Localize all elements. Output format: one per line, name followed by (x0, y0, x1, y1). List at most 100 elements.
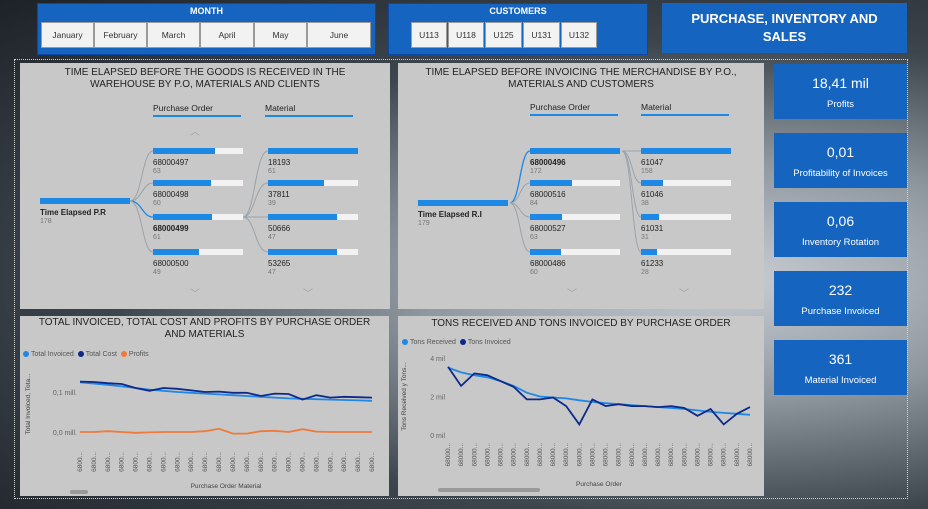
legend-total-invoiced[interactable]: Total Invoiced (31, 351, 74, 358)
tree1-po-label: 68000499 (153, 224, 189, 233)
tree2-material-label: 61047 (641, 158, 664, 167)
tree2-material-bar (641, 249, 731, 255)
tree2-column-material[interactable]: Material (641, 102, 729, 116)
tree1-material-node[interactable]: 50666 47 (268, 214, 358, 242)
x-tick-label: 68000... (524, 443, 531, 467)
month-april-button[interactable]: April (200, 22, 254, 48)
kpi-label: Purchase Invoiced (801, 306, 880, 317)
tree2-po-fill (530, 214, 563, 220)
legend-total-cost[interactable]: Total Cost (85, 351, 117, 358)
month-march-button[interactable]: March (147, 22, 200, 48)
chart1-legend: Total Invoiced Total Cost Profits (23, 351, 149, 358)
series-line-total-cost (79, 380, 373, 401)
x-tick-label: 68000... (511, 443, 518, 467)
tree2-material-node[interactable]: 61233 28 (641, 249, 731, 277)
x-tick-label: 68000... (484, 443, 491, 467)
x-tick-label: 6800... (202, 452, 209, 472)
tree2-po-fill (530, 180, 573, 186)
tree2-title-line2: MATERIALS AND CUSTOMERS (508, 79, 654, 90)
tree2-connectors (509, 150, 642, 253)
customer-u125-button[interactable]: U125 (485, 22, 522, 48)
tree1-po-bar (153, 180, 243, 186)
scroll-down-icon[interactable]: ﹀ (679, 289, 689, 300)
tree1-po-value: 61 (153, 234, 161, 241)
tree2-po-label: 68000516 (530, 190, 566, 199)
month-january-button[interactable]: January (41, 22, 94, 48)
tree2-material-node[interactable]: 61047 158 (641, 148, 731, 176)
chart1-title: TOTAL INVOICED, TOTAL COST AND PROFITS B… (20, 317, 389, 341)
y-tick-label: 0 mil (430, 433, 445, 440)
tree2-po-node[interactable]: 68000516 84 (530, 180, 620, 208)
customer-u131-button[interactable]: U131 (523, 22, 560, 48)
x-tick-label: 68000... (708, 443, 715, 467)
legend-tons-invoiced[interactable]: Tons Invoiced (467, 339, 511, 346)
tree2-po-value: 60 (530, 269, 538, 276)
tree1-po-fill (153, 180, 211, 186)
scroll-up-icon[interactable]: ︿ (190, 127, 200, 138)
x-tick-label: 68000... (563, 443, 570, 467)
tree2-material-label: 61233 (641, 259, 664, 268)
tree2-po-label: 68000527 (530, 224, 566, 233)
legend-tons-received[interactable]: Tons Received (410, 339, 456, 346)
x-tick-label: 68000... (721, 443, 728, 467)
tree1-po-value: 60 (153, 200, 161, 207)
chart2-title: TONS RECEIVED AND TONS INVOICED BY PURCH… (431, 318, 731, 329)
tree1-column-purchase-order[interactable]: Purchase Order (153, 103, 241, 117)
month-june-button[interactable]: June (307, 22, 371, 48)
chart-invoiced-cost-profits: TOTAL INVOICED, TOTAL COST AND PROFITS B… (20, 316, 389, 496)
x-tick-label: 68000... (642, 443, 649, 467)
scroll-down-icon[interactable]: ﹀ (303, 289, 313, 300)
scroll-down-icon[interactable]: ﹀ (190, 289, 200, 300)
tree1-po-node[interactable]: 68000497 63 (153, 148, 243, 176)
tree2-root-value: 179 (418, 220, 430, 227)
x-tick-label: 6800... (230, 452, 237, 472)
tree2-po-node[interactable]: 68000486 60 (530, 249, 620, 277)
legend-dot-tons-received (402, 339, 408, 345)
x-tick-label: 68000... (734, 443, 741, 467)
tree1-po-bar (153, 249, 243, 255)
customer-u113-button[interactable]: U113 (411, 22, 447, 48)
x-tick-label: 68000... (668, 443, 675, 467)
tree1-po-node[interactable]: 68000498 60 (153, 180, 243, 208)
tree2-po-label: 68000496 (530, 158, 566, 167)
tree1-po-node[interactable]: 68000500 49 (153, 249, 243, 277)
tree2-material-value: 31 (641, 234, 649, 241)
scroll-down-icon[interactable]: ﹀ (567, 289, 577, 300)
kpi-card-profits: 18,41 mil Profits (774, 64, 907, 119)
x-axis-label: Purchase Order Material (191, 483, 262, 490)
series-line-total-invoiced (79, 381, 373, 402)
x-tick-label: 68000... (550, 443, 557, 467)
tree1-material-fill (268, 180, 324, 186)
tree1-material-node[interactable]: 18193 61 (268, 148, 358, 176)
x-tick-label: 6800... (133, 452, 140, 472)
tree2-po-bar (530, 214, 620, 220)
month-may-button[interactable]: May (254, 22, 307, 48)
tree2-po-fill (530, 148, 620, 154)
tree2-title-line1: TIME ELAPSED BEFORE INVOICING THE MERCHA… (425, 67, 737, 78)
customer-u132-button[interactable]: U132 (561, 22, 597, 48)
tree2-column-purchase-order[interactable]: Purchase Order (530, 102, 618, 116)
tree2-root-node[interactable]: Time Elapsed R.I 179 (418, 200, 508, 228)
kpi-label: Material Invoiced (804, 375, 877, 386)
tree1-po-node-selected[interactable]: 68000499 61 (153, 214, 243, 242)
tree2-material-bar (641, 214, 731, 220)
tree2-material-node[interactable]: 61031 31 (641, 214, 731, 242)
tree1-material-node[interactable]: 53265 47 (268, 249, 358, 277)
y-tick-label: 2 mil (430, 395, 445, 402)
customer-u118-button[interactable]: U118 (448, 22, 484, 48)
tree1-material-fill (268, 214, 338, 220)
x-tick-label: 6800... (188, 452, 195, 472)
tree1-material-label: 18193 (268, 158, 291, 167)
x-tick-label: 6800... (77, 452, 84, 472)
month-february-button[interactable]: February (94, 22, 147, 48)
tree1-root-node[interactable]: Time Elapsed P.R 178 (40, 198, 130, 226)
decomposition-tree-invoicing: TIME ELAPSED BEFORE INVOICING THE MERCHA… (398, 63, 764, 309)
tree1-material-node[interactable]: 37811 39 (268, 180, 358, 208)
horizontal-scrollbar[interactable] (70, 490, 88, 494)
tree2-po-node-selected[interactable]: 68000496 172 (530, 148, 620, 176)
tree2-material-node[interactable]: 61046 38 (641, 180, 731, 208)
legend-profits[interactable]: Profits (128, 351, 149, 358)
tree2-po-node[interactable]: 68000527 63 (530, 214, 620, 242)
horizontal-scrollbar[interactable] (438, 488, 540, 492)
tree1-column-material[interactable]: Material (265, 103, 353, 117)
